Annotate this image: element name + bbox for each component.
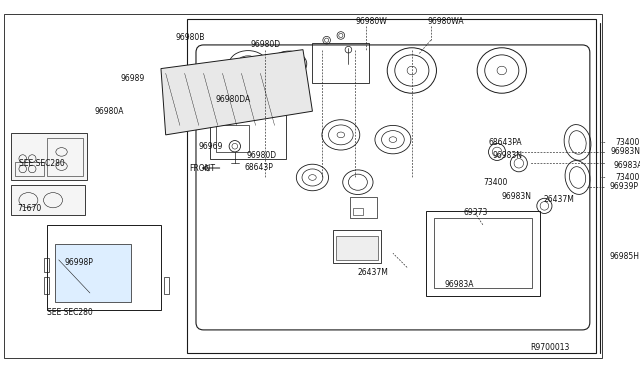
Text: 68643PA: 68643PA — [488, 138, 522, 147]
Bar — [312, 43, 369, 83]
Text: 96980WA: 96980WA — [428, 17, 465, 26]
Text: 96985H: 96985H — [610, 251, 640, 260]
Bar — [12, 185, 85, 215]
Text: 96980A: 96980A — [95, 107, 124, 116]
Text: 71670: 71670 — [17, 204, 42, 213]
Text: 96980B: 96980B — [175, 33, 205, 42]
Bar — [55, 244, 131, 302]
Bar — [353, 208, 363, 215]
Polygon shape — [161, 50, 312, 135]
Text: 96983N: 96983N — [502, 192, 532, 201]
Bar — [426, 211, 540, 296]
Text: 96983N: 96983N — [492, 151, 522, 160]
Bar — [47, 225, 161, 310]
Text: SEE SEC280: SEE SEC280 — [19, 159, 65, 168]
Bar — [15, 162, 44, 176]
Text: 73400: 73400 — [483, 178, 508, 187]
Text: 73400: 73400 — [616, 138, 640, 147]
Bar — [188, 19, 596, 353]
Text: 96980W: 96980W — [355, 17, 387, 26]
Text: 68643P: 68643P — [244, 163, 273, 171]
Bar — [434, 218, 532, 288]
Text: SEE SEC280: SEE SEC280 — [47, 308, 93, 317]
Text: 26437M: 26437M — [543, 195, 574, 204]
Text: R9700013: R9700013 — [530, 343, 570, 352]
Text: 96983A: 96983A — [614, 161, 640, 170]
Bar — [47, 138, 83, 176]
Text: 96969: 96969 — [199, 142, 223, 151]
Bar — [216, 102, 249, 121]
Text: 96980DA: 96980DA — [216, 95, 251, 104]
Text: 96980D: 96980D — [251, 41, 281, 49]
Text: 96939P: 96939P — [610, 182, 639, 192]
Bar — [333, 230, 381, 263]
Text: 96998P: 96998P — [65, 258, 93, 267]
Text: 96980D: 96980D — [246, 151, 276, 160]
Text: 73400: 73400 — [616, 173, 640, 182]
Bar — [350, 198, 377, 218]
Bar — [210, 97, 286, 158]
Bar — [44, 258, 49, 272]
Text: 96983A: 96983A — [445, 280, 474, 289]
Bar — [216, 125, 249, 152]
Bar — [12, 133, 87, 180]
Text: 96989: 96989 — [120, 74, 145, 83]
Bar — [164, 277, 170, 294]
Text: 96983N: 96983N — [611, 147, 640, 156]
Text: 26437M: 26437M — [358, 268, 388, 277]
Text: FRONT: FRONT — [189, 164, 215, 173]
Bar — [336, 236, 378, 260]
Bar — [44, 277, 49, 294]
Text: 69373: 69373 — [464, 208, 488, 217]
